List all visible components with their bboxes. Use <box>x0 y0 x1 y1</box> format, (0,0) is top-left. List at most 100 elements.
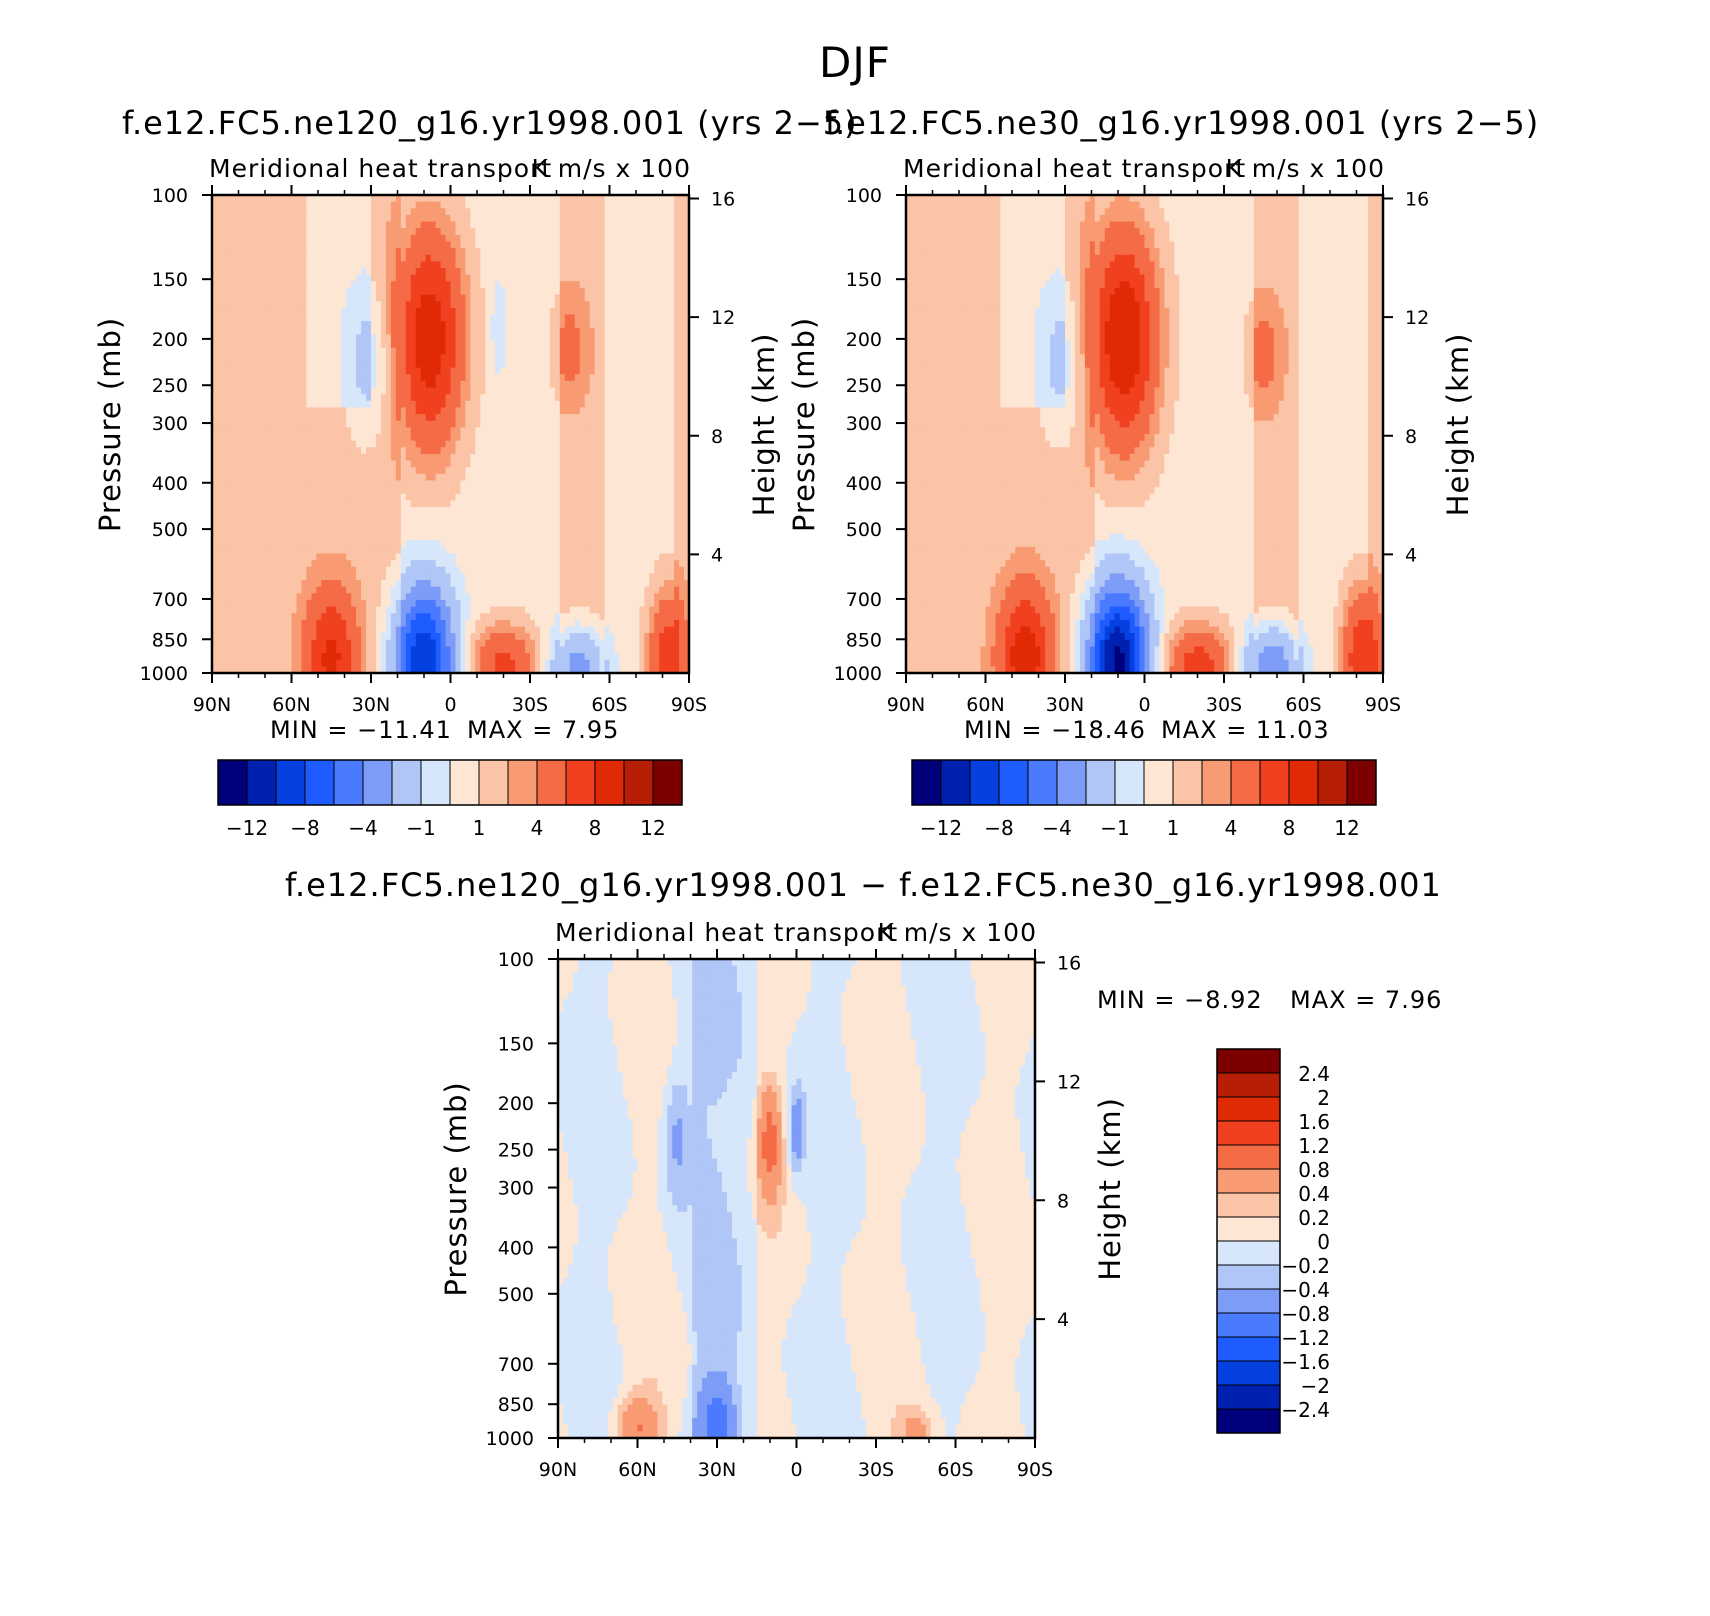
field-cell <box>505 327 511 336</box>
field-cell <box>525 334 531 342</box>
field-cell <box>331 241 337 249</box>
field-cell <box>574 507 581 515</box>
field-cell <box>226 407 233 415</box>
field-cell <box>336 394 342 402</box>
field-cell <box>281 334 288 342</box>
field-cell <box>336 195 342 203</box>
field-cell <box>385 414 392 422</box>
field-cell <box>589 487 596 495</box>
field-cell <box>316 434 322 442</box>
field-cell <box>231 314 238 322</box>
field-cell <box>326 301 332 309</box>
field-cell <box>559 434 566 442</box>
field-cell <box>216 314 223 322</box>
field-cell <box>311 533 317 541</box>
field-cell <box>415 294 422 302</box>
field-cell <box>654 420 660 428</box>
field-cell <box>435 248 442 256</box>
field-cell <box>669 354 675 362</box>
field-cell <box>380 493 387 501</box>
field-cell <box>465 447 471 455</box>
field-cell <box>375 507 382 515</box>
field-cell <box>256 467 263 475</box>
field-cell <box>525 248 531 256</box>
field-cell <box>425 314 432 322</box>
field-cell <box>236 321 243 329</box>
field-cell <box>629 420 635 428</box>
field-cell <box>326 195 332 203</box>
field-cell <box>480 254 486 262</box>
field-cell <box>579 453 586 462</box>
field-cell <box>470 294 476 302</box>
field-cell <box>420 533 427 541</box>
field-cell <box>669 301 675 309</box>
field-cell <box>579 493 586 501</box>
field-cell <box>669 487 675 495</box>
field-cell <box>574 374 581 382</box>
field-cell <box>480 520 486 528</box>
field-cell <box>470 513 476 521</box>
field-cell <box>525 394 531 402</box>
field-cell <box>246 294 253 302</box>
field-cell <box>226 447 233 455</box>
field-cell <box>385 347 392 355</box>
field-cell <box>351 420 357 428</box>
field-cell <box>221 294 228 302</box>
field-cell <box>301 307 308 316</box>
field-cell <box>579 334 586 342</box>
field-cell <box>609 533 616 541</box>
field-cell <box>510 427 516 435</box>
field-cell <box>559 301 566 309</box>
field-cell <box>385 234 392 243</box>
field-cell <box>654 513 660 521</box>
field-cell <box>420 420 427 428</box>
field-cell <box>261 394 268 402</box>
field-cell <box>246 453 253 462</box>
field-cell <box>400 341 407 349</box>
field-cell <box>574 414 581 422</box>
field-cell <box>470 228 476 236</box>
field-cell <box>520 354 526 362</box>
field-cell <box>480 480 486 488</box>
field-cell <box>475 274 481 282</box>
field-cell <box>654 327 660 336</box>
field-cell <box>574 367 581 375</box>
field-cell <box>430 434 437 442</box>
field-cell <box>679 268 685 276</box>
field-cell <box>460 195 467 203</box>
field-cell <box>420 367 427 375</box>
field-cell <box>574 453 581 462</box>
field-cell <box>495 374 501 382</box>
field-cell <box>674 467 680 475</box>
field-cell <box>559 347 566 355</box>
field-cell <box>609 414 616 422</box>
field-cell <box>405 460 412 468</box>
field-cell <box>674 234 680 243</box>
field-cell <box>564 195 571 203</box>
field-cell <box>375 520 382 528</box>
field-cell <box>241 440 248 448</box>
field-cell <box>549 321 556 329</box>
field-cell <box>569 274 576 282</box>
field-cell <box>470 341 476 349</box>
field-cell <box>375 281 382 289</box>
field-cell <box>589 327 596 336</box>
field-cell <box>241 507 248 515</box>
field-cell <box>385 195 392 203</box>
field-cell <box>251 520 258 528</box>
field-cell <box>564 414 571 422</box>
field-cell <box>341 254 347 262</box>
field-cell <box>241 241 248 249</box>
field-cell <box>500 248 506 256</box>
field-cell <box>639 440 645 448</box>
field-cell <box>554 268 561 276</box>
field-cell <box>321 473 327 482</box>
field-cell <box>400 281 407 289</box>
field-cell <box>495 301 501 309</box>
field-cell <box>291 460 298 468</box>
field-cell <box>405 241 412 249</box>
field-cell <box>371 268 377 276</box>
field-cell <box>544 427 551 435</box>
field-cell <box>549 274 556 282</box>
field-cell <box>604 387 611 395</box>
